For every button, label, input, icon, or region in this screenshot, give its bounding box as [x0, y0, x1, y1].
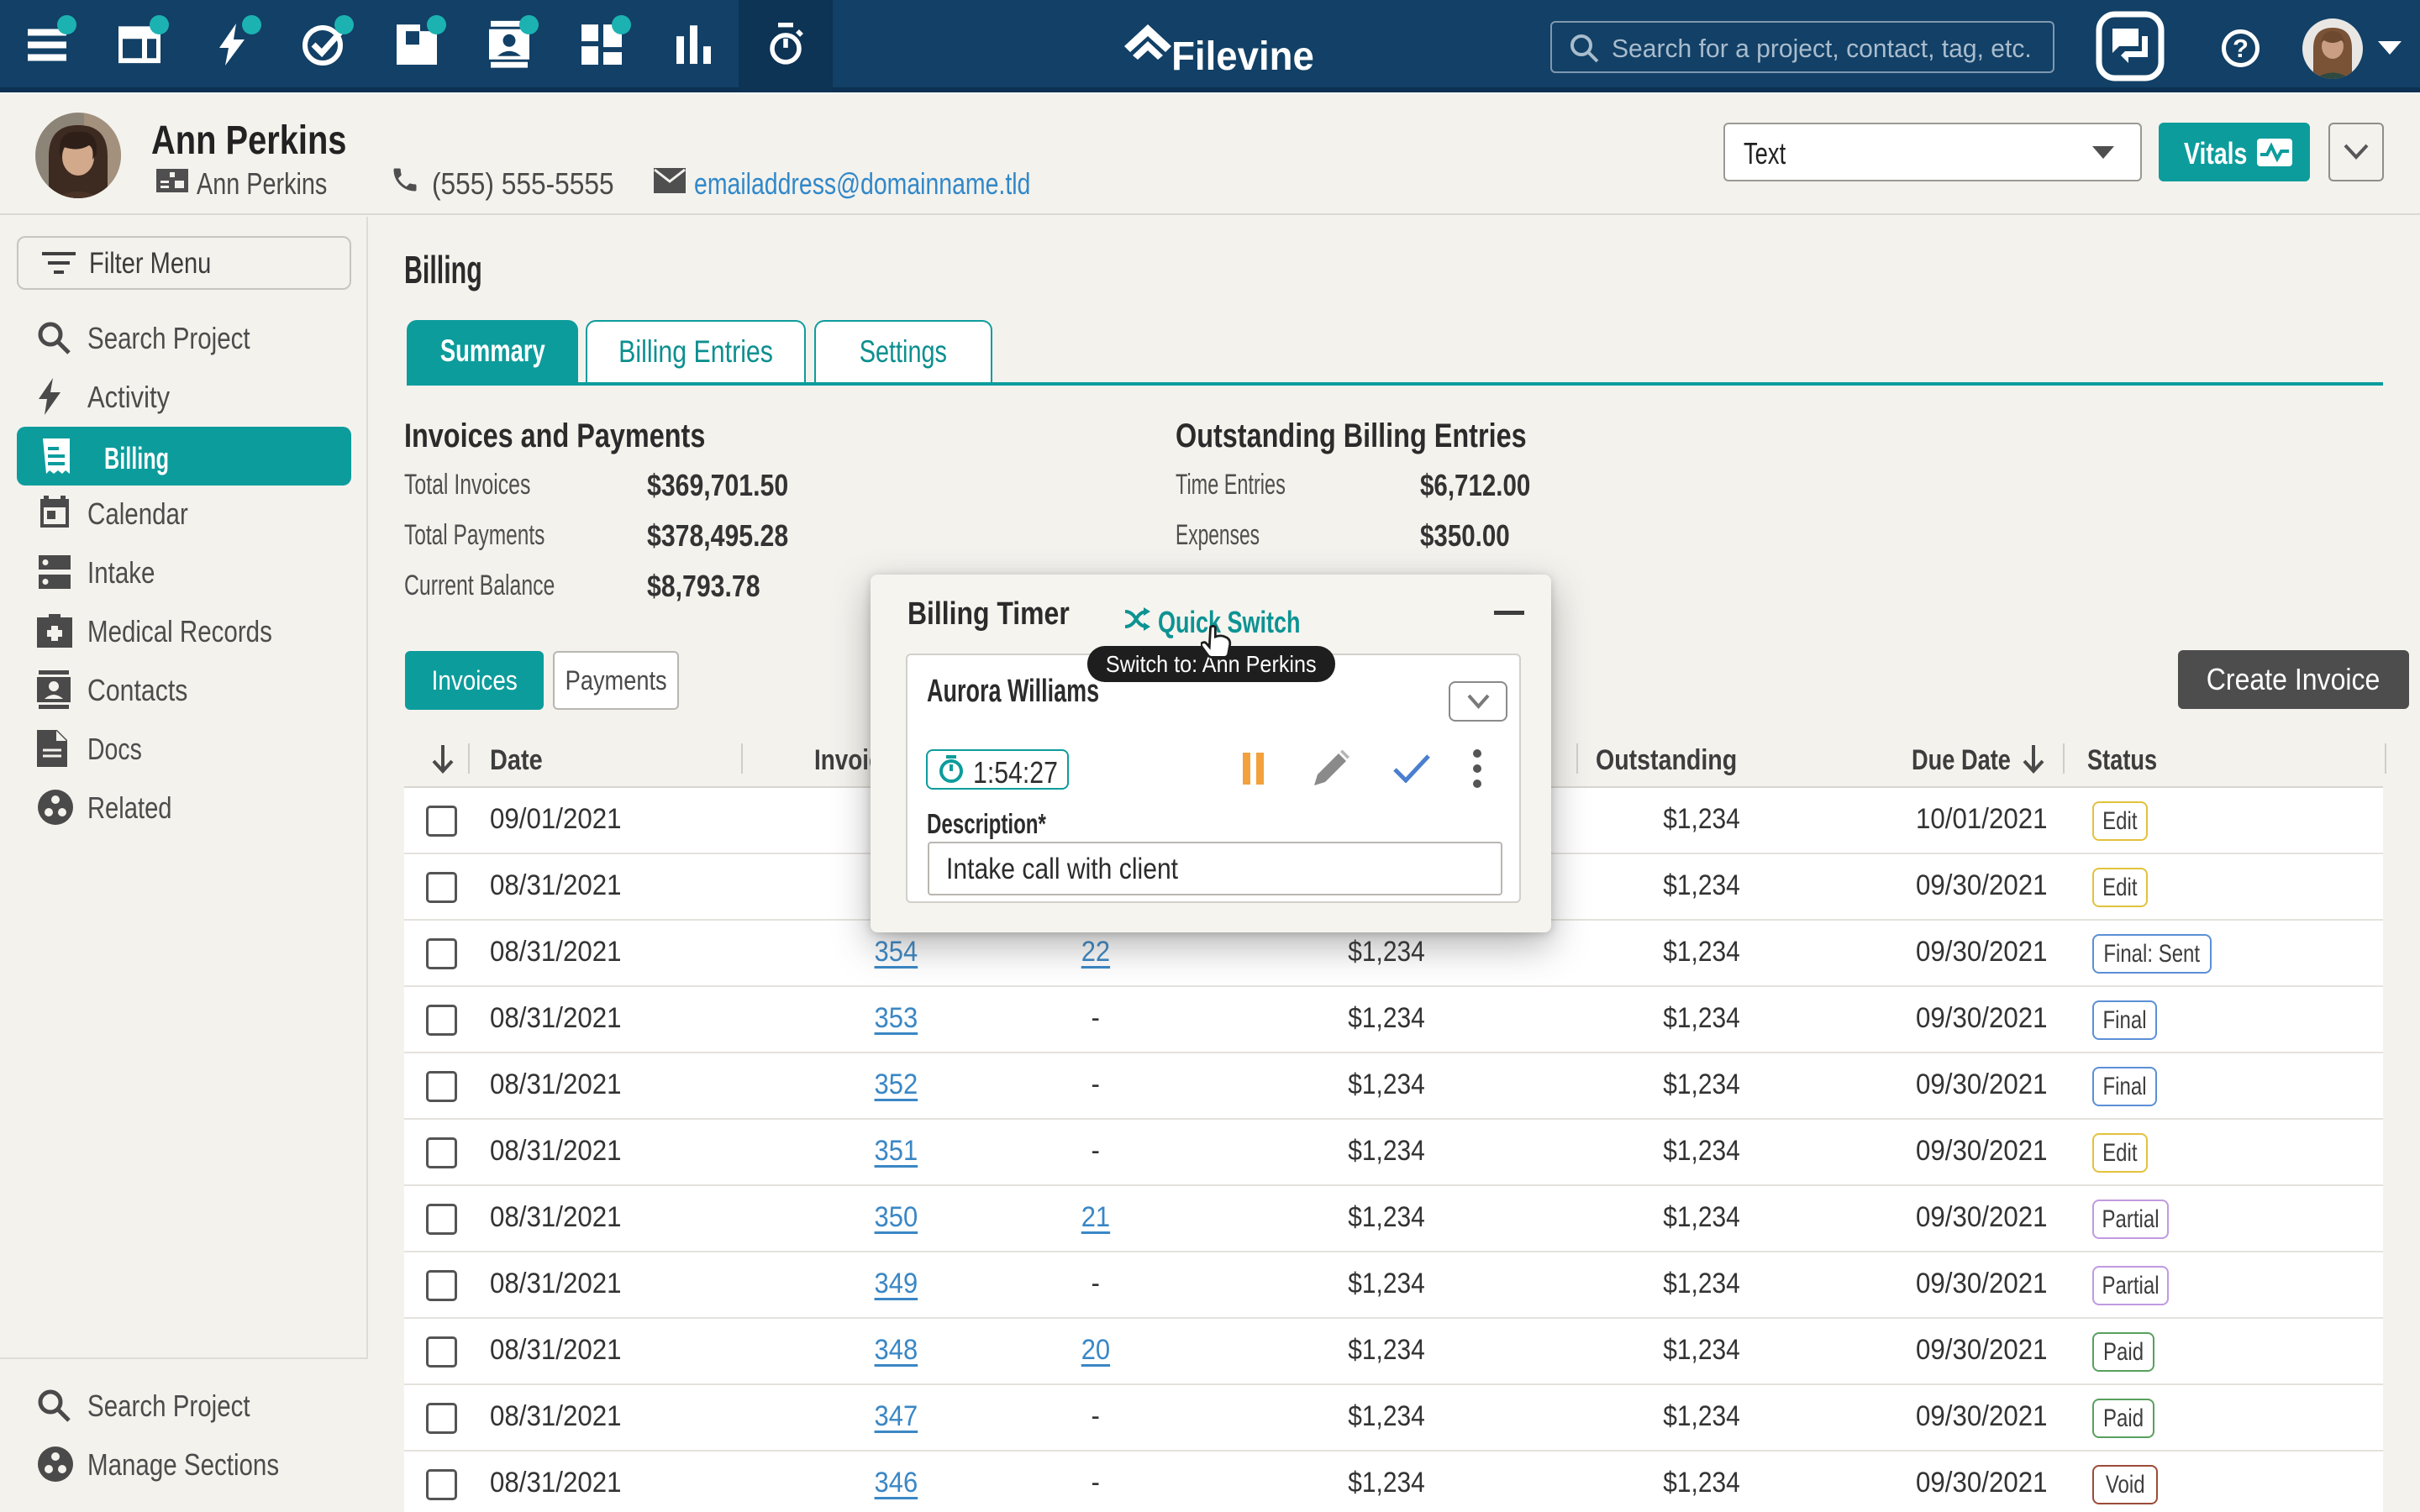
- svg-text:?: ?: [2233, 34, 2249, 63]
- svg-text:Filevine: Filevine: [1171, 34, 1314, 78]
